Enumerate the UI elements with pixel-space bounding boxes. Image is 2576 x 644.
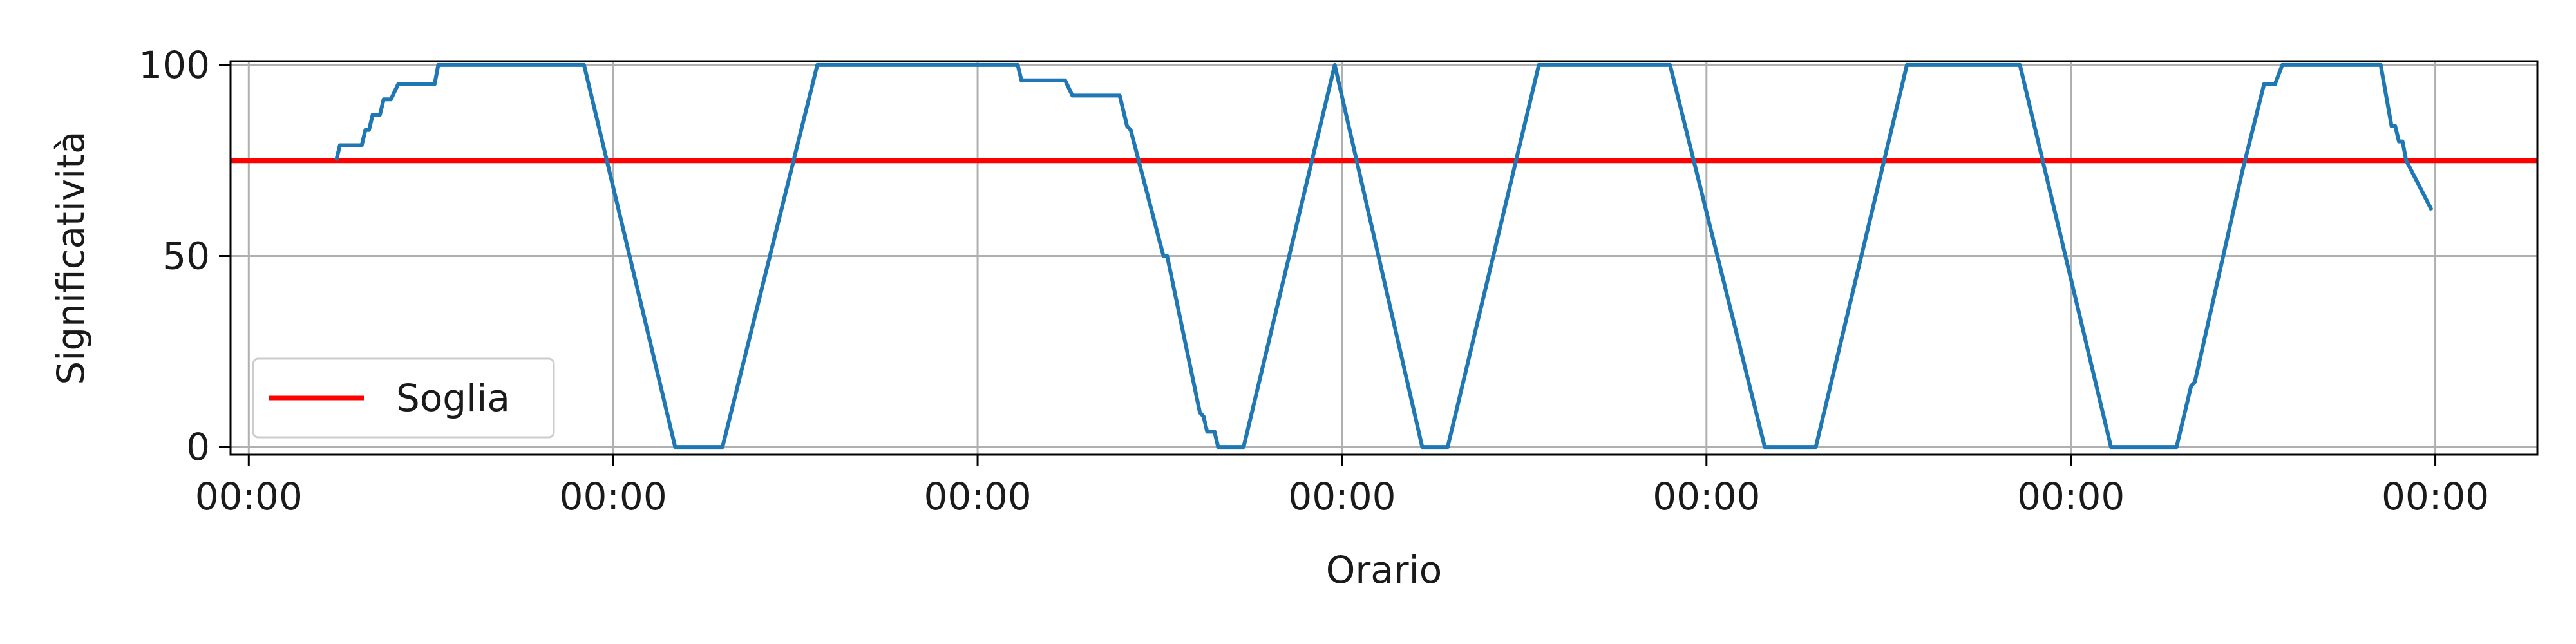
x-tick-label: 00:00 [1653, 475, 1760, 518]
x-axis-label: Orario [1326, 548, 1443, 592]
x-tick-label: 00:00 [2017, 475, 2125, 518]
series-line [334, 62, 2434, 450]
y-tick-label: 50 [162, 234, 210, 278]
legend-entry-soglia: Soglia [396, 376, 510, 420]
x-tick-label: 00:00 [923, 475, 1031, 518]
legend: Soglia [252, 357, 555, 439]
legend-box [252, 357, 555, 439]
x-tick-label: 00:00 [1288, 475, 1396, 518]
x-axis-ticks: 00:00 00:00 00:00 00:00 00:00 00:00 00:00 [195, 455, 2489, 518]
y-axis-label: Significatività [49, 131, 93, 384]
x-tick-label: 00:00 [195, 475, 303, 518]
y-axis-ticks: 0 50 100 [138, 43, 231, 469]
plot-frame [229, 60, 2539, 456]
series-layer [334, 62, 2434, 450]
x-tick-label: 00:00 [560, 475, 667, 518]
y-tick-label: 100 [138, 43, 210, 87]
y-tick-label: 0 [186, 425, 210, 469]
x-tick-label: 00:00 [2382, 475, 2489, 518]
